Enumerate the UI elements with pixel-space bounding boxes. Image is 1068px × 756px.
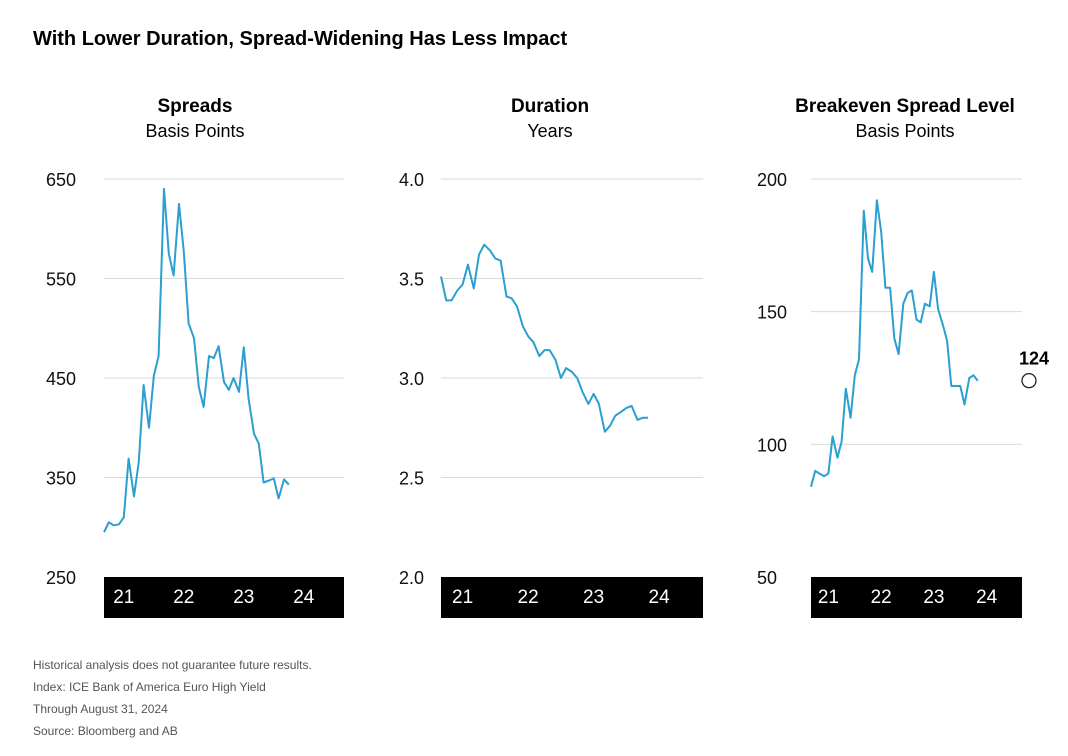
spreads-x-tick-label: 21: [113, 587, 134, 608]
spreads-series-line: [103, 187, 290, 533]
footnote-disclaimer: Historical analysis does not guarantee f…: [33, 658, 312, 672]
duration-panel-subtitle: Years: [527, 121, 573, 141]
breakeven-annotation-label: 124: [1019, 349, 1049, 369]
breakeven-panel-subtitle: Basis Points: [855, 121, 955, 141]
spreads-y-tick-label: 350: [46, 469, 76, 489]
breakeven-y-tick-label: 150: [757, 303, 787, 323]
spreads-panel-subtitle: Basis Points: [145, 121, 245, 141]
duration-panel-title: Duration: [510, 96, 590, 117]
spreads-x-tick-label: 24: [293, 587, 315, 608]
duration-y-tick-label: 3.0: [399, 369, 424, 389]
duration-y-tick-label: 3.5: [399, 270, 424, 290]
footnote-source: Source: Bloomberg and AB: [33, 724, 178, 738]
footnote-index: Index: ICE Bank of America Euro High Yie…: [33, 680, 266, 694]
breakeven-x-axis-band: [811, 577, 1022, 618]
spreads-y-tick-label: 450: [46, 369, 76, 389]
duration-series-line: [440, 243, 648, 433]
breakeven-y-tick-label: 200: [757, 170, 787, 190]
breakeven-y-tick-label: 50: [757, 568, 777, 588]
duration-x-axis-band: [441, 577, 703, 618]
footnote-date: Through August 31, 2024: [33, 702, 168, 716]
spreads-x-tick-label: 22: [173, 587, 194, 608]
duration-x-tick-label: 21: [452, 587, 473, 608]
breakeven-panel-title: Breakeven Spread Level: [795, 96, 1015, 117]
spreads-panel-title: Spreads: [157, 96, 233, 117]
spreads-y-tick-label: 650: [46, 170, 76, 190]
breakeven-x-tick-label: 23: [923, 587, 944, 608]
duration-y-tick-label: 2.5: [399, 469, 424, 489]
duration-x-tick-label: 22: [518, 587, 539, 608]
spreads-y-tick-label: 250: [46, 568, 76, 588]
breakeven-x-tick-label: 24: [976, 587, 998, 608]
breakeven-x-tick-label: 21: [818, 587, 839, 608]
breakeven-y-tick-label: 100: [757, 435, 787, 455]
chart-title: With Lower Duration, Spread-Widening Has…: [33, 28, 568, 50]
spreads-x-axis-band: [104, 577, 344, 618]
duration-y-tick-label: 4.0: [399, 170, 424, 190]
duration-x-tick-label: 24: [649, 587, 671, 608]
footnotes: Historical analysis does not guarantee f…: [33, 657, 312, 745]
breakeven-x-tick-label: 22: [871, 587, 892, 608]
duration-x-tick-label: 23: [583, 587, 604, 608]
spreads-y-tick-label: 550: [46, 270, 76, 290]
duration-y-tick-label: 2.0: [399, 568, 424, 588]
spreads-x-tick-label: 23: [233, 587, 254, 608]
breakeven-series-line: [810, 199, 979, 488]
breakeven-annotation-marker: [1021, 373, 1037, 389]
